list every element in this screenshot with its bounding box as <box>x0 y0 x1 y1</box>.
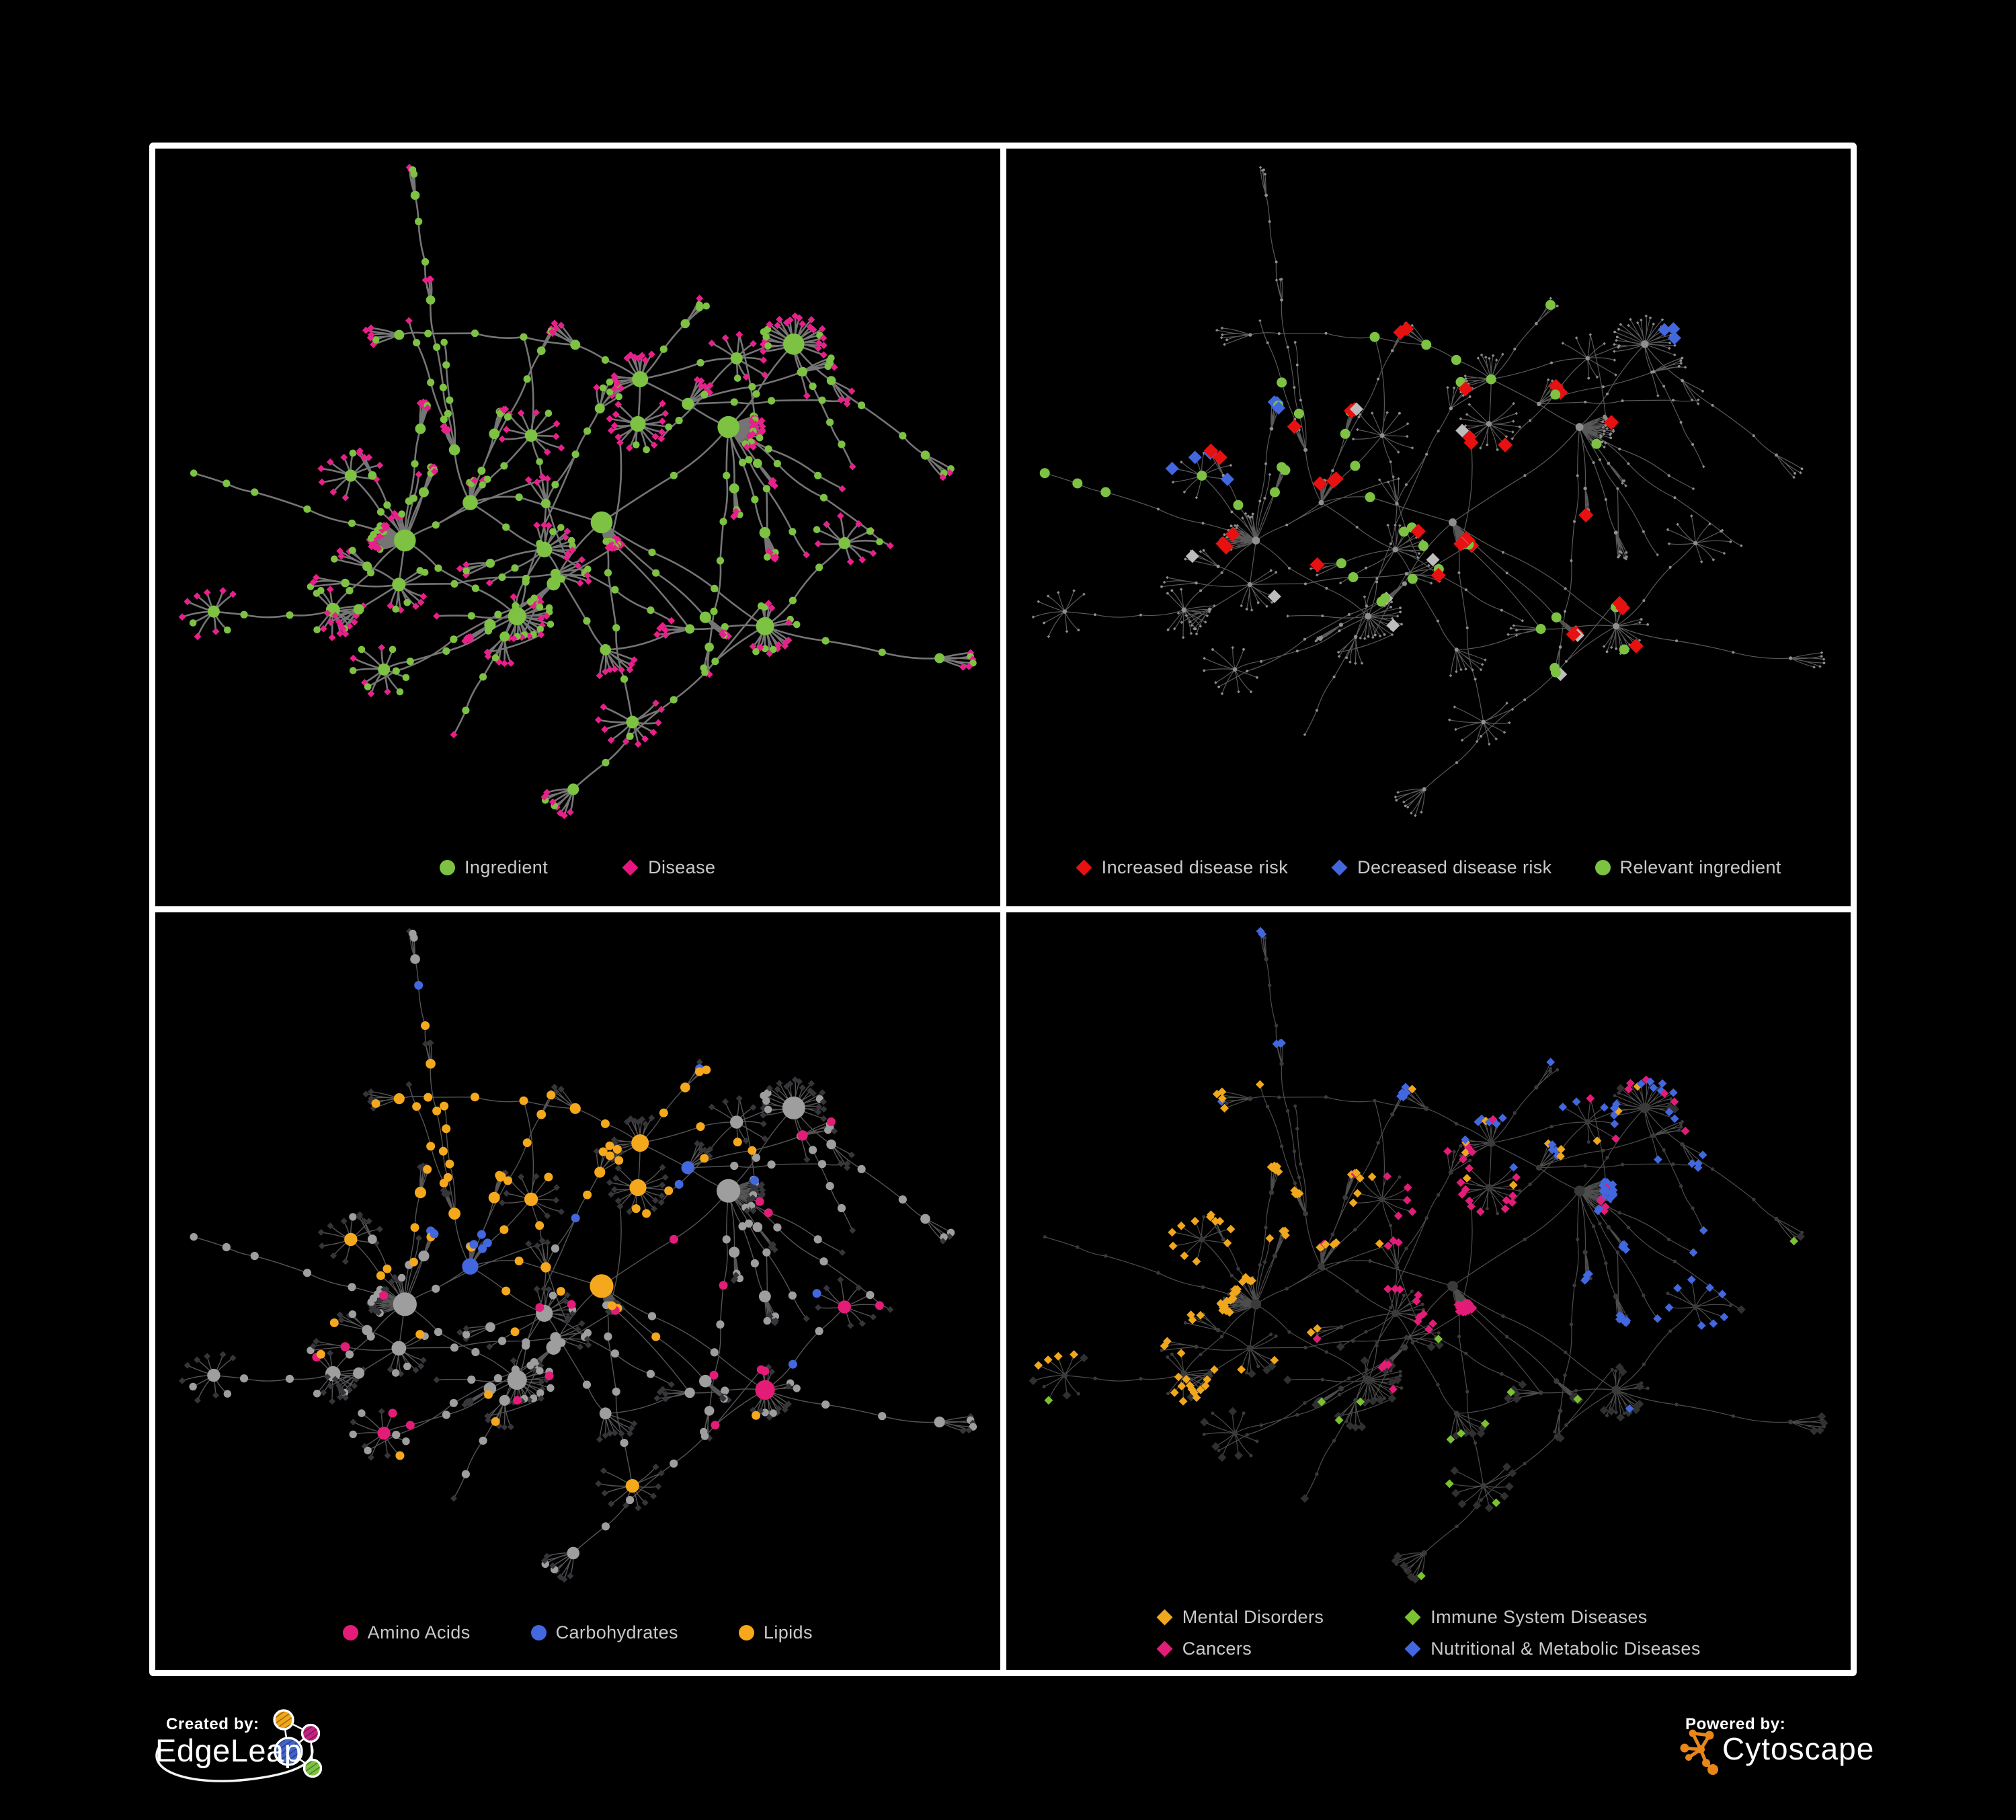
legend-diamond-swatch-icon <box>1404 1640 1421 1657</box>
legend-diamond-swatch-icon <box>1076 859 1092 876</box>
edgeleap-glyph-nodes <box>273 1709 323 1778</box>
legend-label: Ingredient <box>465 857 549 877</box>
cytoscape-glyph-nodes <box>1680 1729 1718 1775</box>
panel-ingredient-classes: Amino Acids Carbohydrates Lipids <box>155 912 1000 1670</box>
network-edges <box>181 166 974 817</box>
legend-items: Mental Disorders Immune System Diseases Ca… <box>1156 1607 1701 1659</box>
panel-grid: Ingredient Disease Increased disease risk… <box>149 143 1857 1676</box>
edgeleap-logo-text: EdgeLeap <box>155 1733 303 1768</box>
legend-item: Ingredient <box>440 857 548 878</box>
legend-diamond-swatch-icon <box>1156 1609 1173 1626</box>
legend-item: Cancers <box>1156 1638 1324 1659</box>
legend-label: Relevant ingredient <box>1619 857 1781 877</box>
legend-item: Increased disease risk <box>1076 857 1288 878</box>
legend-label: Disease <box>648 857 716 877</box>
legend-item: Nutritional & Metabolic Diseases <box>1404 1638 1700 1659</box>
legend-items: Ingredient Disease <box>440 857 715 878</box>
legend-item: Mental Disorders <box>1156 1607 1324 1628</box>
network-nodes <box>179 928 977 1583</box>
legend-circle-swatch-icon <box>530 1625 547 1640</box>
network-edges <box>1032 167 1824 816</box>
legend-item: Immune System Diseases <box>1404 1607 1700 1628</box>
network-highlighted-nodes <box>1033 926 1798 1581</box>
legend-circle-swatch-icon <box>440 860 456 875</box>
legend-circle-swatch-icon <box>342 1625 358 1640</box>
legend-ingredient-classes: Amino Acids Carbohydrates Lipids <box>155 1622 1000 1643</box>
network-disease-risk <box>1031 165 1825 818</box>
legend-diamond-swatch-icon <box>1331 859 1348 876</box>
panel-disease-classes: Mental Disorders Immune System Diseases Ca… <box>1006 912 1851 1670</box>
cytoscape-logo-icon <box>1680 1729 1718 1775</box>
legend-label: Mental Disorders <box>1182 1607 1324 1627</box>
panel-ingredient-disease: Ingredient Disease <box>155 149 1000 906</box>
edgeleap-logo-icon <box>155 1709 323 1782</box>
network-nodes <box>1031 165 1825 818</box>
legend-label: Immune System Diseases <box>1430 1607 1648 1627</box>
network-disease-classes <box>1029 926 1828 1584</box>
network-nodes <box>178 163 977 820</box>
legend-diamond-swatch-icon <box>622 859 639 876</box>
legend-diamond-swatch-icon <box>1404 1609 1421 1626</box>
legend-label: Carbohydrates <box>555 1622 678 1643</box>
legend-items: Increased disease risk Decreased disease … <box>1076 857 1781 878</box>
network-edges <box>182 931 974 1580</box>
panel-disease-risk: Increased disease risk Decreased disease … <box>1006 149 1851 906</box>
powered-by-label: Powered by: <box>1685 1715 1786 1733</box>
legend-label: Lipids <box>763 1622 813 1643</box>
legend-disease-risk: Increased disease risk Decreased disease … <box>1006 857 1851 878</box>
legend-label: Amino Acids <box>367 1622 471 1643</box>
created-by-label: Created by: <box>166 1715 259 1733</box>
legend-ingredient-disease: Ingredient Disease <box>155 857 1000 878</box>
legend-label: Nutritional & Metabolic Diseases <box>1430 1638 1701 1659</box>
legend-label: Cancers <box>1182 1638 1252 1659</box>
legend-item: Lipids <box>738 1622 813 1643</box>
legend-circle-swatch-icon <box>1595 860 1611 875</box>
legend-item: Relevant ingredient <box>1595 857 1781 878</box>
network-edges <box>1032 931 1824 1580</box>
legend-label: Increased disease risk <box>1101 857 1289 877</box>
legend-item: Amino Acids <box>342 1622 471 1643</box>
legend-items: Amino Acids Carbohydrates Lipids <box>342 1622 813 1643</box>
network-nodes <box>1029 932 1828 1584</box>
legend-disease-classes: Mental Disorders Immune System Diseases Ca… <box>1006 1607 1851 1659</box>
network-ingredient-disease <box>178 163 977 820</box>
network-highlighted-nodes <box>1039 300 1681 681</box>
legend-diamond-swatch-icon <box>1156 1640 1173 1657</box>
network-ingredient-classes <box>179 928 977 1583</box>
legend-item: Decreased disease risk <box>1331 857 1551 878</box>
network-highlighted-nodes <box>312 981 884 1493</box>
cytoscape-logo-text: Cytoscape <box>1722 1731 1875 1766</box>
legend-label: Decreased disease risk <box>1357 857 1552 877</box>
legend-circle-swatch-icon <box>738 1625 754 1640</box>
legend-item: Carbohydrates <box>530 1622 678 1643</box>
legend-item: Disease <box>622 857 715 878</box>
